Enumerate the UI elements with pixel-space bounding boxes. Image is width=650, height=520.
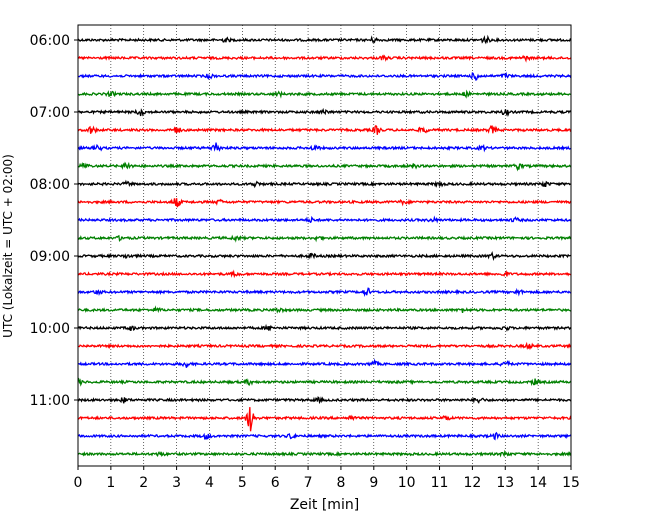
trace-1115 — [77, 407, 572, 432]
x-tick-label: 12 — [463, 475, 481, 491]
y-tick-label: 08:00 — [30, 177, 70, 193]
trace-0915 — [77, 269, 572, 279]
y-tick-label: 11:00 — [30, 393, 70, 409]
trace-1145 — [77, 449, 572, 458]
trace-0700 — [77, 107, 572, 117]
plot-frame — [77, 24, 572, 467]
trace-0800 — [77, 179, 572, 189]
x-tick-label: 11 — [431, 475, 449, 491]
trace-0730 — [77, 142, 572, 153]
trace-1100 — [77, 396, 572, 405]
trace-0745 — [77, 161, 572, 172]
trace-1130 — [77, 431, 572, 441]
x-tick-label: 6 — [271, 475, 280, 491]
x-tick-label: 15 — [562, 475, 580, 491]
x-tick-label: 10 — [398, 475, 416, 491]
x-axis: 0 1 2 3 4 5 6 7 8 9 10 11 12 13 14 15 — [74, 466, 580, 491]
y-axis-title: UTC (Lokalzeit = UTC + 02:00) — [1, 154, 15, 338]
trace-rows — [77, 34, 572, 458]
trace-0715 — [77, 124, 572, 135]
trace-1045 — [77, 377, 572, 387]
x-tick-label: 5 — [238, 475, 247, 491]
trace-0845 — [77, 234, 572, 243]
x-axis-title: Zeit [min] — [290, 497, 359, 513]
x-tick-label: 2 — [139, 475, 148, 491]
trace-0830 — [77, 215, 572, 224]
trace-1000 — [77, 323, 572, 332]
x-tick-label: 0 — [74, 475, 83, 491]
x-tick-label: 13 — [496, 475, 514, 491]
trace-0815 — [77, 198, 572, 208]
x-tick-label: 7 — [304, 475, 313, 491]
trace-1030 — [77, 358, 572, 368]
y-tick-label: 09:00 — [30, 249, 70, 265]
trace-0630 — [77, 71, 572, 81]
y-tick-label: 06:00 — [30, 33, 70, 49]
y-axis: 06:00 07:00 08:00 09:00 10:00 11:00 — [30, 33, 78, 409]
x-tick-label: 8 — [336, 475, 345, 491]
x-tick-label: 3 — [172, 475, 181, 491]
trace-1015 — [77, 341, 572, 351]
trace-0600 — [77, 34, 572, 45]
x-tick-label: 14 — [529, 475, 547, 491]
y-tick-label: 07:00 — [30, 105, 70, 121]
trace-0900 — [77, 250, 572, 261]
x-tick-label: 4 — [205, 475, 214, 491]
trace-0615 — [77, 54, 572, 63]
x-tick-label: 9 — [369, 475, 378, 491]
x-tick-label: 1 — [106, 475, 115, 491]
trace-0945 — [78, 305, 572, 314]
trace-0930 — [77, 287, 572, 297]
trace-0645 — [77, 89, 572, 99]
y-tick-label: 10:00 — [30, 321, 70, 337]
